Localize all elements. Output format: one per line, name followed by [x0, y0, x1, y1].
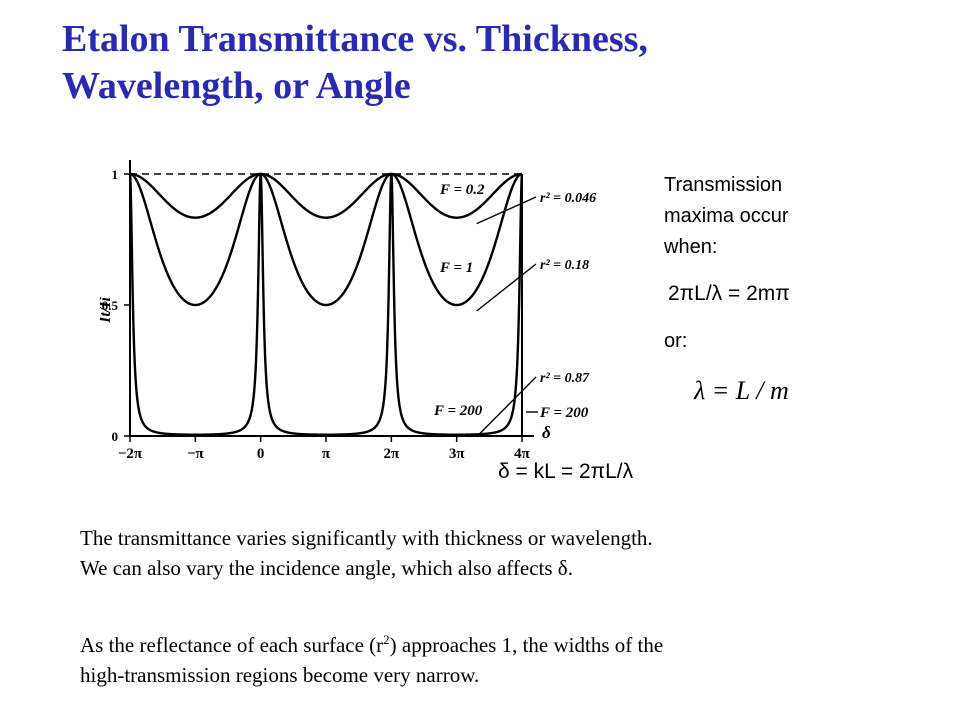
x-tick-label: −π — [187, 446, 205, 462]
slide-title: Etalon Transmittance vs. Thickness, Wave… — [62, 16, 882, 110]
maxima-condition-text: Transmission maxima occur when: — [664, 170, 844, 263]
x-tick-label: 4π — [514, 446, 531, 462]
title-line-1: Etalon Transmittance vs. Thickness, — [62, 18, 648, 60]
or-label: or: — [664, 330, 688, 352]
paragraph-reflectance: As the reflectance of each surface (r2) … — [80, 630, 900, 690]
transmittance-chart: −2π −π 0 π 2π 3π 4π δ 0 0.5 1 It/Ii F = 0.2 r² = 0.04… — [100, 160, 596, 462]
maxima-line-1: Transmission — [664, 174, 783, 196]
x-tick-label: 0 — [257, 446, 265, 462]
extra-series-label: F = 200 — [539, 405, 589, 421]
x-axis-label: δ — [542, 423, 551, 442]
paragraph-2-superscript: 2 — [383, 632, 390, 647]
x-tick-label: −2π — [118, 446, 143, 462]
leader-line-1 — [476, 196, 537, 225]
y-axis-label: It/Ii — [100, 297, 114, 324]
series-curve-1 — [130, 172, 522, 219]
leader-line-2 — [476, 263, 537, 312]
x-tick-label: π — [322, 446, 331, 462]
x-tick-label: 3π — [449, 446, 466, 462]
delta-definition: δ = kL = 2πL/λ — [498, 460, 634, 483]
maxima-line-2: maxima occur — [664, 205, 789, 227]
series-label-2: F = 1 — [439, 260, 473, 276]
maxima-line-3: when: — [664, 236, 718, 258]
reflectance-label-2: r² = 0.18 — [540, 258, 589, 273]
y-tick-label: 0.5 — [102, 298, 119, 313]
x-tick-label: 2π — [383, 446, 400, 462]
y-tick-label: 0 — [112, 429, 119, 444]
paragraph-2-after: ) approaches 1, the widths of the — [389, 633, 664, 657]
wavelength-formula: λ = L / m — [694, 376, 789, 405]
title-line-2: Wavelength, or Angle — [62, 65, 411, 107]
paragraph-2-line-2: high-transmission regions become very na… — [80, 663, 480, 687]
leader-line-3 — [476, 376, 537, 438]
paragraph-1-line-2: We can also vary the incidence angle, wh… — [80, 556, 573, 580]
maxima-equation: 2πL/λ = 2mπ — [668, 282, 790, 305]
series-label-1: F = 0.2 — [439, 182, 485, 198]
plot-layer: −2π −π 0 π 2π 3π 4π δ 0 0.5 1 It/Ii F = 0.2 r² = 0.04… — [100, 160, 596, 462]
paragraph-thickness: The transmittance varies significantly w… — [80, 523, 900, 583]
paragraph-2-before: As the reflectance of each surface (r — [80, 633, 384, 657]
series-label-3: F = 200 — [433, 403, 483, 419]
y-tick-label: 1 — [112, 167, 119, 182]
reflectance-label-3: r² = 0.87 — [540, 371, 590, 386]
paragraph-1-line-1: The transmittance varies significantly w… — [80, 526, 653, 550]
reflectance-label-1: r² = 0.046 — [540, 191, 596, 206]
series-curve-3 — [128, 173, 524, 436]
series-curve-2 — [130, 172, 522, 307]
